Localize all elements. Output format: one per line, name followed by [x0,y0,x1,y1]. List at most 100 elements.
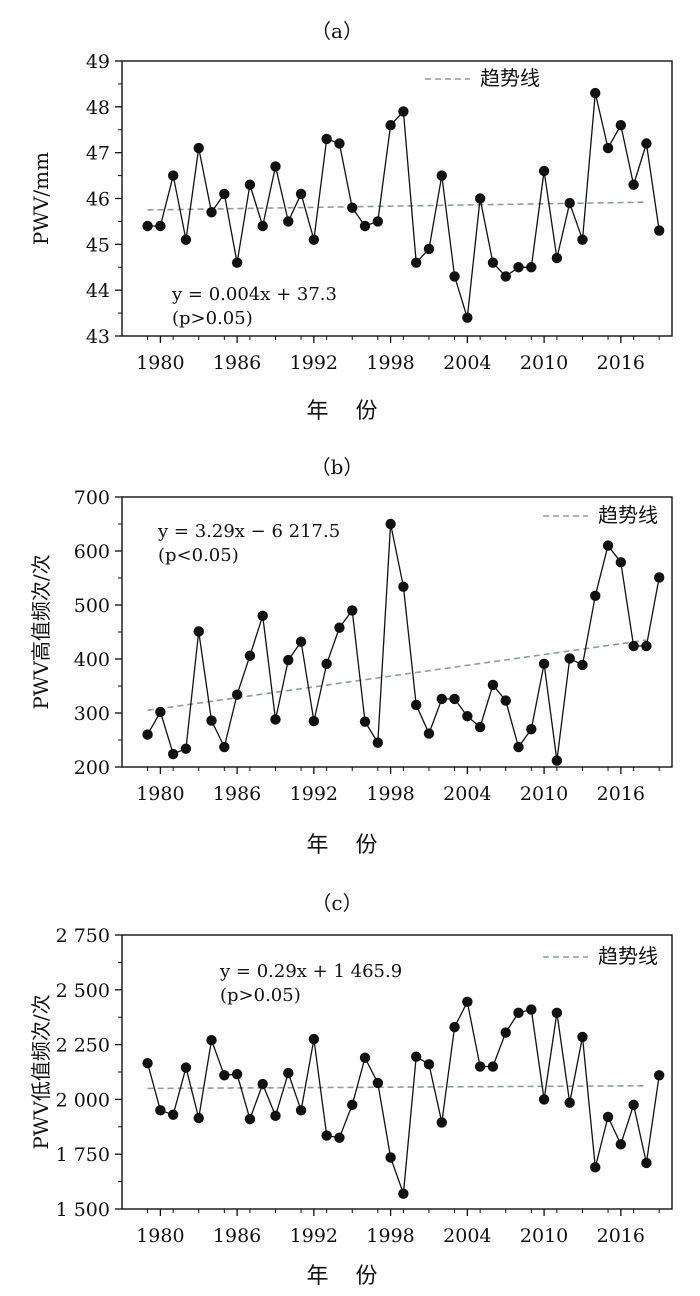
data-point [372,1077,384,1089]
data-point [628,179,639,190]
data-point [295,188,307,200]
x-tick-label: 1998 [366,1225,414,1247]
x-tick-label: 2004 [443,783,491,805]
data-point [410,257,422,268]
data-point [602,540,614,551]
y-tick-label: 1 750 [56,1144,110,1166]
x-axis-title: 年 份 [307,399,388,424]
x-tick-label: 1986 [213,1225,261,1247]
data-point [462,996,473,1008]
y-tick-label: 200 [74,757,110,779]
x-tick-label: 2010 [520,1225,568,1247]
data-point [334,1132,345,1143]
trend-line [147,639,647,712]
trend-line [147,1085,647,1090]
data-point [551,755,563,766]
x-tick-label: 2004 [443,352,491,374]
data-point [308,715,320,727]
data-point [142,220,153,232]
data-point [449,271,460,282]
significance-label: (p<0.05) [158,545,239,566]
data-point [385,518,396,530]
data-point [462,711,473,722]
x-axis-title: 年 份 [307,1264,388,1289]
data-point [231,257,243,268]
data-point [167,170,179,181]
y-axis-title: PWV高值频次/次 [29,554,53,709]
x-tick-label: 2010 [520,352,568,374]
x-tick-label: 1986 [213,352,261,374]
data-point [244,650,256,661]
data-point [654,225,665,236]
data-point [577,659,588,671]
data-point [654,572,665,583]
chart-panel-b: （b） 200 300 400 500 600 700 1980 1986 1992 1998 200… [29,455,673,858]
x-tick-label: 2016 [597,1225,645,1247]
data-point [257,610,268,621]
data-point [654,1070,665,1081]
data-point [167,748,179,760]
data-point [257,220,268,232]
y-tick-label: 47 [86,143,110,165]
data-point [398,106,409,117]
data-point [385,1152,396,1163]
data-point [513,1007,524,1019]
y-tick-label: 2 500 [56,980,110,1002]
data-point [347,202,358,213]
y-tick-label: 300 [74,703,110,725]
x-tick-label: 1992 [290,352,338,374]
data-point [270,161,281,172]
y-tick-label: 500 [74,595,110,617]
data-point [244,1113,256,1125]
data-point [500,695,511,706]
panel-label: （c） [311,891,362,915]
data-point [641,138,652,149]
significance-label: (p>0.05) [172,308,253,329]
data-point [167,1109,179,1120]
data-point [500,1027,511,1038]
y-tick-label: 400 [74,649,110,671]
regression-equation: y = 0.004x + 37.3 [171,284,337,305]
data-point [321,133,332,145]
data-point [193,1112,204,1124]
data-point [244,179,256,190]
data-point [449,693,460,705]
data-point [193,626,204,637]
data-point [372,737,384,748]
data-point [308,1033,320,1045]
data-point [219,1070,230,1081]
data-point [206,207,217,218]
y-tick-label: 2 000 [56,1089,110,1111]
legend-label: 趋势线 [480,66,540,90]
data-point [385,119,396,131]
data-point [398,581,409,592]
data-point [283,654,294,666]
data-point [615,557,627,568]
data-point [474,193,486,204]
data-point [206,715,217,726]
trend-line [147,201,647,211]
data-point [628,640,639,652]
x-tick-label: 1986 [213,783,261,805]
x-axis-title: 年 份 [307,833,388,858]
data-point [142,729,153,740]
data-point [334,622,345,633]
regression-equation: y = 0.29x + 1 465.9 [219,961,402,982]
data-point [564,197,575,209]
data-point [155,220,166,232]
data-point [538,1094,550,1105]
data-point [359,716,371,727]
x-tick-label: 1980 [136,1225,184,1247]
x-tick-label: 1980 [136,783,184,805]
data-point [513,262,524,273]
y-axis-title: PWV/mm [29,152,53,245]
x-tick-label: 2004 [443,1225,491,1247]
y-tick-label: 600 [74,541,110,563]
data-point [474,721,486,733]
data-point [436,1117,447,1128]
data-point [180,743,192,754]
data-point [577,1031,588,1043]
data-point [577,234,588,245]
x-tick-label: 1998 [366,783,414,805]
data-point [487,257,499,268]
